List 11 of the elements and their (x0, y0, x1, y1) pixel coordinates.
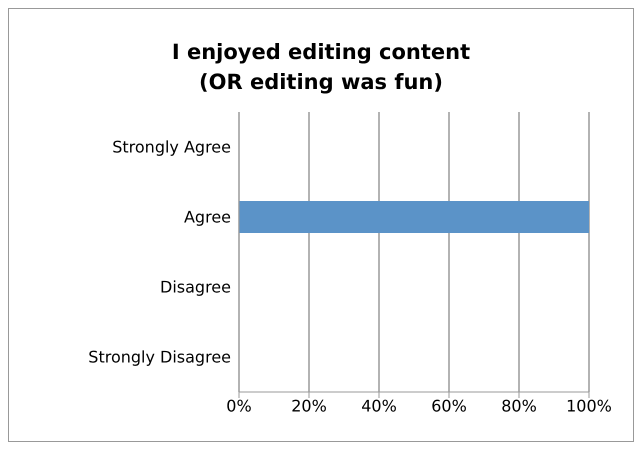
y-tick-label: Strongly Agree (112, 138, 231, 157)
y-tick-label: Strongly Disagree (88, 348, 231, 367)
y-tick-label: Disagree (160, 278, 231, 297)
chart-title: I enjoyed editing content (OR editing was fun) (170, 39, 472, 96)
x-tick-label: 60% (431, 396, 467, 416)
x-tick-label: 80% (501, 396, 537, 416)
x-tick-label: 0% (226, 396, 252, 416)
x-tick-label: 40% (361, 396, 397, 416)
x-tick-label: 20% (291, 396, 327, 416)
x-tick-label: 100% (566, 396, 612, 416)
y-tick-label: Agree (184, 208, 231, 227)
